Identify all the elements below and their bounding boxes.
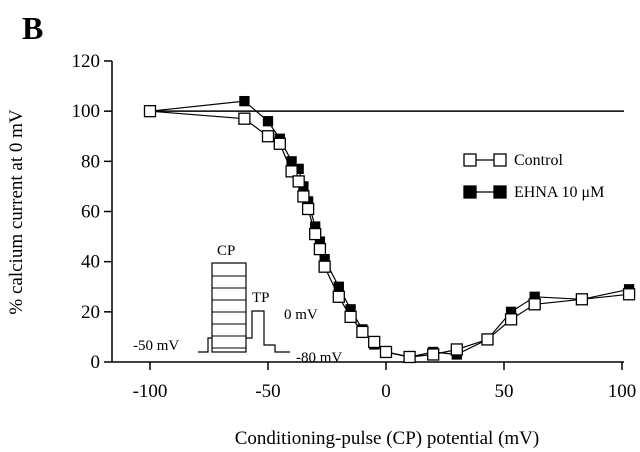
series-layer — [143, 95, 636, 364]
control-point — [318, 260, 331, 273]
control-point — [481, 333, 494, 346]
control-point — [504, 313, 518, 326]
return-potential-label: -80 mV — [296, 350, 342, 366]
legend-entry-control: Control — [463, 152, 563, 169]
control-point — [292, 175, 305, 188]
y-tick-label: 0 — [91, 352, 101, 373]
x-tick-label: -100 — [133, 381, 168, 402]
legend-entry-ehna: EHNA 10 μM — [463, 184, 604, 201]
legend-marker — [493, 153, 507, 167]
cp-step-box — [211, 262, 247, 353]
control-point — [238, 112, 251, 125]
y-tick-label: 20 — [81, 302, 100, 323]
control-point — [297, 190, 310, 203]
holding-potential-label: -50 mV — [133, 338, 179, 354]
test-potential-label: 0 mV — [284, 307, 318, 323]
control-point — [368, 335, 381, 349]
control-point — [143, 105, 157, 118]
legend-marker — [493, 185, 507, 199]
control-point — [403, 350, 416, 364]
y-axis-label: % calcium current at 0 mV — [6, 109, 27, 315]
legend-label: EHNA 10 μM — [514, 184, 604, 201]
control-point — [313, 242, 327, 256]
y-tick-label: 100 — [72, 101, 101, 122]
control-point — [528, 298, 541, 311]
legend-marker — [463, 153, 477, 167]
control-point — [273, 137, 286, 150]
control-point — [309, 227, 322, 241]
y-tick-label: 40 — [81, 252, 100, 273]
control-point — [356, 325, 369, 339]
control-point — [344, 310, 357, 324]
ehna-point — [239, 95, 250, 107]
control-point — [450, 343, 463, 356]
axes: 0 20 40 60 80 100 120 -100 -50 0 50 100 — [72, 51, 637, 402]
ehna-point — [262, 116, 274, 127]
legend-label: Control — [514, 152, 563, 169]
control-point — [379, 345, 393, 359]
test-pulse-trace — [246, 310, 290, 353]
control-point — [261, 130, 275, 143]
legend-marker — [463, 185, 477, 199]
y-tick-label: 80 — [81, 151, 100, 172]
x-tick-label: 50 — [495, 381, 514, 402]
holding-trace — [198, 337, 212, 353]
legend: Control EHNA 10 μM — [463, 152, 604, 201]
control-point — [427, 348, 440, 361]
panel-label: B — [22, 10, 43, 46]
series-control — [143, 105, 636, 364]
control-point — [332, 290, 345, 303]
control-point — [301, 202, 315, 216]
y-tick-label: 60 — [81, 202, 100, 223]
control-point — [285, 165, 298, 178]
control-point — [575, 293, 589, 306]
y-tick-label: 120 — [72, 51, 101, 72]
x-tick-label: -50 — [255, 381, 280, 402]
tp-label: TP — [252, 290, 270, 306]
protocol-inset: CP TP -50 mV 0 mV -80 mV — [133, 243, 342, 366]
x-axis-label: Conditioning-pulse (CP) potential (mV) — [235, 428, 540, 449]
x-tick-label: 0 — [381, 381, 391, 402]
cp-label: CP — [217, 243, 235, 259]
x-tick-label: 100 — [608, 381, 637, 402]
control-point — [622, 288, 636, 301]
